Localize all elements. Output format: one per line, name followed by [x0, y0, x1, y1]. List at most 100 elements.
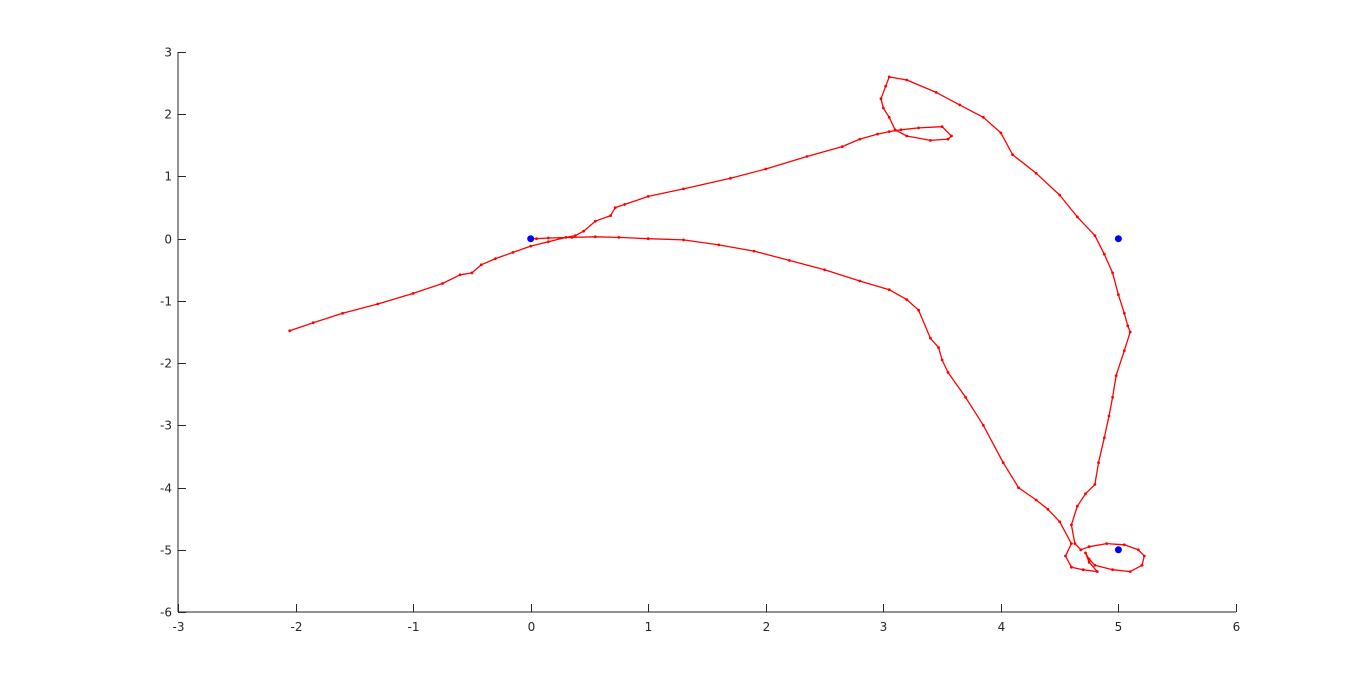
trajectory-line — [289, 76, 1145, 573]
trajectory-point — [934, 91, 938, 94]
trajectory-point — [1097, 461, 1100, 465]
series-layer — [288, 75, 1146, 573]
y-tick-label: 0 — [164, 233, 172, 247]
trajectory-point — [1034, 498, 1038, 502]
trajectory-point — [570, 236, 574, 239]
trajectory-point — [981, 115, 985, 119]
trajectory-point — [458, 273, 462, 277]
trajectory-point — [1070, 523, 1073, 527]
y-tick-label: -3 — [160, 419, 172, 433]
trajectory-point — [1140, 563, 1144, 567]
trajectory-point — [937, 346, 940, 349]
trajectory-point — [999, 131, 1003, 135]
trajectory-point — [1102, 252, 1106, 256]
trajectory-point — [717, 243, 721, 247]
trajectory-point — [1070, 542, 1073, 545]
trajectory-point — [905, 78, 909, 82]
trajectory-point — [1084, 551, 1087, 555]
trajectory-point — [876, 132, 879, 136]
trajectory-point — [441, 282, 444, 285]
y-tick-label: 1 — [164, 170, 172, 184]
trajectory-point — [884, 84, 888, 88]
trajectory-point — [858, 137, 862, 141]
landmark-point — [1114, 235, 1122, 243]
trajectory-point — [593, 219, 597, 223]
trajectory-point — [535, 237, 538, 241]
trajectory-point — [881, 106, 885, 110]
trajectory-point — [887, 115, 891, 119]
x-tick-label: -1 — [408, 620, 420, 634]
trajectory-point — [511, 251, 515, 254]
x-tick-label: 6 — [1233, 620, 1241, 634]
trajectory-point — [1111, 271, 1114, 275]
trajectory-point — [1126, 324, 1130, 328]
trajectory-point — [1142, 554, 1146, 558]
x-tick-label: -2 — [291, 620, 303, 634]
trajectory-point — [905, 298, 909, 301]
trajectory-point — [1079, 548, 1083, 552]
trajectory-point — [1081, 568, 1085, 572]
trajectory-point — [1111, 395, 1114, 399]
trajectory-point — [646, 195, 650, 198]
trajectory-point — [593, 235, 597, 239]
trajectory-point — [1114, 374, 1118, 377]
y-ticks: -6 -5 -4 -3 -2 -1 0 1 2 3 — [160, 46, 186, 620]
trajectory-point — [1087, 557, 1091, 561]
trajectory-point — [840, 145, 844, 149]
trajectory-point — [823, 268, 826, 272]
trajectory-point — [905, 134, 909, 138]
trajectory-point — [1058, 193, 1062, 197]
x-tick-label: 2 — [763, 620, 771, 634]
y-tick-label: 2 — [164, 108, 172, 122]
trajectory-point — [729, 176, 732, 180]
trajectory-point — [946, 371, 950, 374]
trajectory-point — [1075, 504, 1079, 508]
trajectory-point — [893, 128, 897, 132]
x-tick-label: 0 — [528, 620, 536, 634]
landmark-point — [1114, 546, 1122, 554]
trajectory-point — [805, 155, 809, 158]
trajectory-point — [1122, 349, 1126, 353]
trajectory-point — [946, 137, 950, 141]
trajectory-point — [1073, 542, 1077, 545]
trajectory-point — [917, 308, 920, 312]
trajectory-point — [529, 244, 533, 248]
y-tick-label: -1 — [160, 295, 172, 309]
trajectory-point — [1093, 234, 1097, 238]
trajectory-point — [1122, 543, 1126, 547]
trajectory-point — [682, 238, 685, 242]
trajectory-point — [887, 288, 891, 292]
trajectory-point — [879, 97, 883, 101]
x-tick-label: 3 — [880, 620, 888, 634]
trajectory-point — [623, 203, 627, 206]
trajectory-point — [1034, 171, 1038, 175]
trajectory-point — [1122, 311, 1126, 315]
y-tick-label: -5 — [160, 544, 172, 558]
trajectory-point — [752, 249, 756, 253]
trajectory-point — [1017, 486, 1020, 489]
trajectory-point — [682, 187, 685, 191]
trajectory-point — [1095, 570, 1099, 573]
trajectory-point — [613, 206, 617, 210]
trajectory-point — [1137, 548, 1140, 552]
trajectory-point — [1093, 563, 1097, 567]
trajectory-point — [609, 214, 612, 218]
trajectory-point — [1128, 570, 1132, 573]
landmark-point — [527, 235, 535, 243]
trajectory-point — [1075, 215, 1079, 219]
trajectory-point — [1046, 507, 1050, 511]
trajectory-point — [929, 336, 932, 340]
trajectory-point — [582, 229, 585, 233]
plot-axes: -3 -2 -1 0 1 2 3 4 5 6 -6 -5 -4 -3 -2 -1 0 1 2 3 — [160, 46, 1240, 635]
y-tick-label: -4 — [160, 482, 172, 496]
trajectory-point — [546, 240, 550, 244]
trajectory-point — [646, 237, 650, 241]
x-ticks: -3 -2 -1 0 1 2 3 4 5 6 — [173, 604, 1241, 634]
trajectory-point — [887, 130, 891, 134]
x-tick-label: 4 — [998, 620, 1006, 634]
trajectory-point — [940, 125, 944, 129]
trajectory-point — [573, 234, 577, 238]
trajectory-point — [311, 321, 315, 325]
trajectory-point — [981, 423, 985, 427]
